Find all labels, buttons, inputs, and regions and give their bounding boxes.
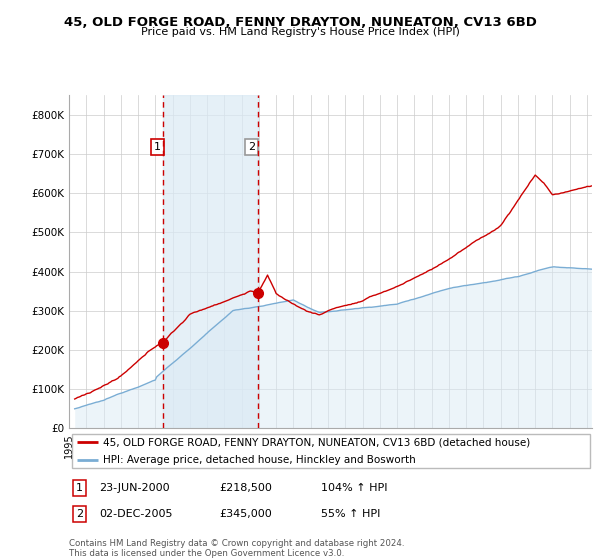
Text: Contains HM Land Registry data © Crown copyright and database right 2024.
This d: Contains HM Land Registry data © Crown c…	[69, 539, 404, 558]
FancyBboxPatch shape	[71, 434, 590, 468]
Text: 23-JUN-2000: 23-JUN-2000	[99, 483, 170, 493]
Text: £345,000: £345,000	[219, 509, 272, 519]
Bar	[163, 95, 257, 428]
Text: 1: 1	[154, 142, 161, 152]
Text: 2: 2	[76, 509, 83, 519]
Text: 02-DEC-2005: 02-DEC-2005	[99, 509, 173, 519]
Text: 55% ↑ HPI: 55% ↑ HPI	[321, 509, 380, 519]
Text: Price paid vs. HM Land Registry's House Price Index (HPI): Price paid vs. HM Land Registry's House …	[140, 27, 460, 37]
Text: 1: 1	[76, 483, 83, 493]
Text: 2: 2	[248, 142, 255, 152]
Text: 45, OLD FORGE ROAD, FENNY DRAYTON, NUNEATON, CV13 6BD (detached house): 45, OLD FORGE ROAD, FENNY DRAYTON, NUNEA…	[103, 438, 530, 447]
Text: £218,500: £218,500	[219, 483, 272, 493]
Text: 45, OLD FORGE ROAD, FENNY DRAYTON, NUNEATON, CV13 6BD: 45, OLD FORGE ROAD, FENNY DRAYTON, NUNEA…	[64, 16, 536, 29]
Text: 104% ↑ HPI: 104% ↑ HPI	[321, 483, 388, 493]
Text: HPI: Average price, detached house, Hinckley and Bosworth: HPI: Average price, detached house, Hinc…	[103, 455, 416, 465]
